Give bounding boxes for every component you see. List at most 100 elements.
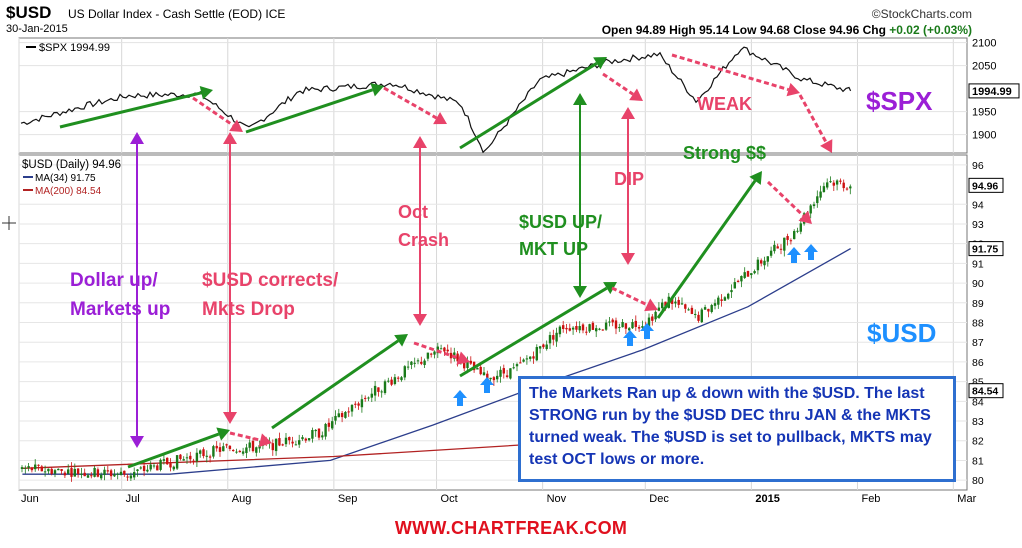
usd-candle-body (697, 314, 700, 321)
usd-candle-body (228, 445, 232, 449)
usd-candle-body (360, 399, 364, 408)
usd-candle-body (304, 438, 307, 441)
usd-candle-body (578, 326, 581, 331)
usd-y-tick-label: 91 (972, 258, 984, 270)
usd-candle-body (512, 367, 515, 369)
usd-candle-body (562, 325, 565, 330)
usd-y-tick-label: 80 (972, 475, 984, 487)
spx-up-arrow-1-head (199, 86, 213, 100)
usd-candle-body (373, 385, 377, 396)
usd-candle-body (839, 180, 842, 182)
usd-y-tick-label: 90 (972, 278, 984, 290)
usd-candle-body (743, 272, 746, 278)
pink-vertical-arrow-oct-down-head (413, 314, 427, 326)
usd-candle-body (278, 438, 281, 446)
source-credit: ©StockCharts.com (871, 7, 972, 21)
usd-candle-body (502, 368, 505, 374)
usd-y-tick-label: 84 (972, 396, 984, 408)
usd-candle-body (525, 358, 529, 360)
green-vertical-arrow-dec-up-head (573, 93, 587, 105)
usd-candle-body (152, 465, 156, 467)
usd-down-arrow-3-shaft (611, 286, 648, 307)
usd-candle-body (618, 327, 621, 329)
usd-candle-body (86, 475, 90, 478)
usd-candle-body (24, 467, 27, 469)
usd-candle-body (710, 305, 713, 312)
usd-legend-label: $USD (Daily) 94.96 (22, 159, 121, 171)
blue-up-arrow (640, 323, 654, 339)
usd-candle-body (403, 366, 406, 378)
usd-candle-body (677, 299, 680, 305)
usd-candle-body (314, 429, 317, 432)
usd-candle-body (169, 463, 172, 468)
usd-y-tick-label: 87 (972, 337, 984, 349)
usd-candle-body (835, 180, 839, 185)
usd-candle-body (222, 446, 225, 452)
usd-candle-body (136, 469, 139, 472)
ma34-legend-label: MA(34) 91.75 (35, 173, 96, 184)
x-tick-label: Jun (21, 493, 39, 505)
usd-candle-body (601, 329, 604, 331)
usd-candle-body (208, 456, 212, 458)
usd-candle-body (819, 191, 822, 198)
usd-highlight-value-box (968, 241, 1004, 257)
spx-down-arrow-1-head (229, 119, 243, 132)
usd-candle-body (558, 326, 562, 335)
usd-candle-body (281, 444, 284, 446)
usd-candle-body (555, 332, 558, 342)
usd-y-tick-label: 81 (972, 455, 984, 467)
usd-candle-body (604, 322, 608, 330)
x-tick-label: 2015 (755, 493, 779, 505)
usd-highlight-value-box (968, 383, 1004, 399)
close-label: Close (793, 23, 826, 37)
usd-candle-body (505, 375, 509, 377)
pink-vertical-arrow-dip-down-head (621, 253, 635, 265)
usd-candle-body (713, 303, 717, 306)
usd-candle-body (740, 275, 743, 282)
usd-candle-body (133, 472, 136, 478)
spx-y-tick-label: 2100 (972, 38, 996, 50)
usd-y-tick-label: 88 (972, 318, 984, 330)
usd-candle-body (842, 182, 845, 189)
usd-candle-body (238, 450, 241, 453)
low-label: Low (732, 23, 757, 37)
usd-candle-body (172, 466, 175, 470)
usd-candle-body (595, 328, 598, 332)
usd-y-tick-label: 89 (972, 298, 984, 310)
usd-candle-body (202, 449, 205, 457)
usd-candle-body (565, 327, 568, 330)
usd-candle-body (182, 459, 185, 461)
watermark-url: WWW.CHARTFREAK.COM (394, 518, 628, 538)
spx-weak-arrow-shaft (671, 53, 789, 92)
usd-candle-body (703, 307, 707, 310)
usd-candle-body (849, 186, 852, 189)
usd-candle-body (641, 326, 644, 328)
usd-y-tick-label: 85 (972, 377, 984, 389)
usd-down-arrow-3-head (644, 298, 658, 312)
annotation-dip: DIP (614, 169, 645, 189)
usd-candle-body (80, 473, 83, 475)
usd-candle-body (166, 457, 169, 465)
usd-candle-body (324, 423, 327, 437)
usd-up-arrow-4-head (749, 171, 762, 185)
usd-candle-body (377, 387, 380, 392)
pink-vertical-arrow-aug-up-head (223, 132, 237, 144)
usd-candle-body (519, 362, 522, 364)
usd-candle-body (406, 366, 410, 368)
high-value: 95.14 (699, 23, 730, 37)
usd-candle-body (301, 437, 304, 440)
usd-candle-body (496, 375, 499, 380)
ma34-line (22, 248, 851, 475)
usd-candle-body (591, 322, 595, 330)
usd-candle-body (274, 438, 278, 452)
spx-down-arrow-3-head (629, 88, 643, 101)
usd-candle-body (123, 470, 126, 475)
usd-candle-body (793, 231, 796, 240)
usd-candle-body (37, 464, 40, 466)
usd-y-tick-label: 83 (972, 416, 984, 428)
usd-candle-body (232, 450, 235, 452)
usd-candle-body (832, 182, 835, 186)
usd-candle-body (248, 442, 251, 448)
pink-vertical-arrow-aug-down-head (223, 412, 237, 424)
usd-candle-body (50, 468, 53, 474)
